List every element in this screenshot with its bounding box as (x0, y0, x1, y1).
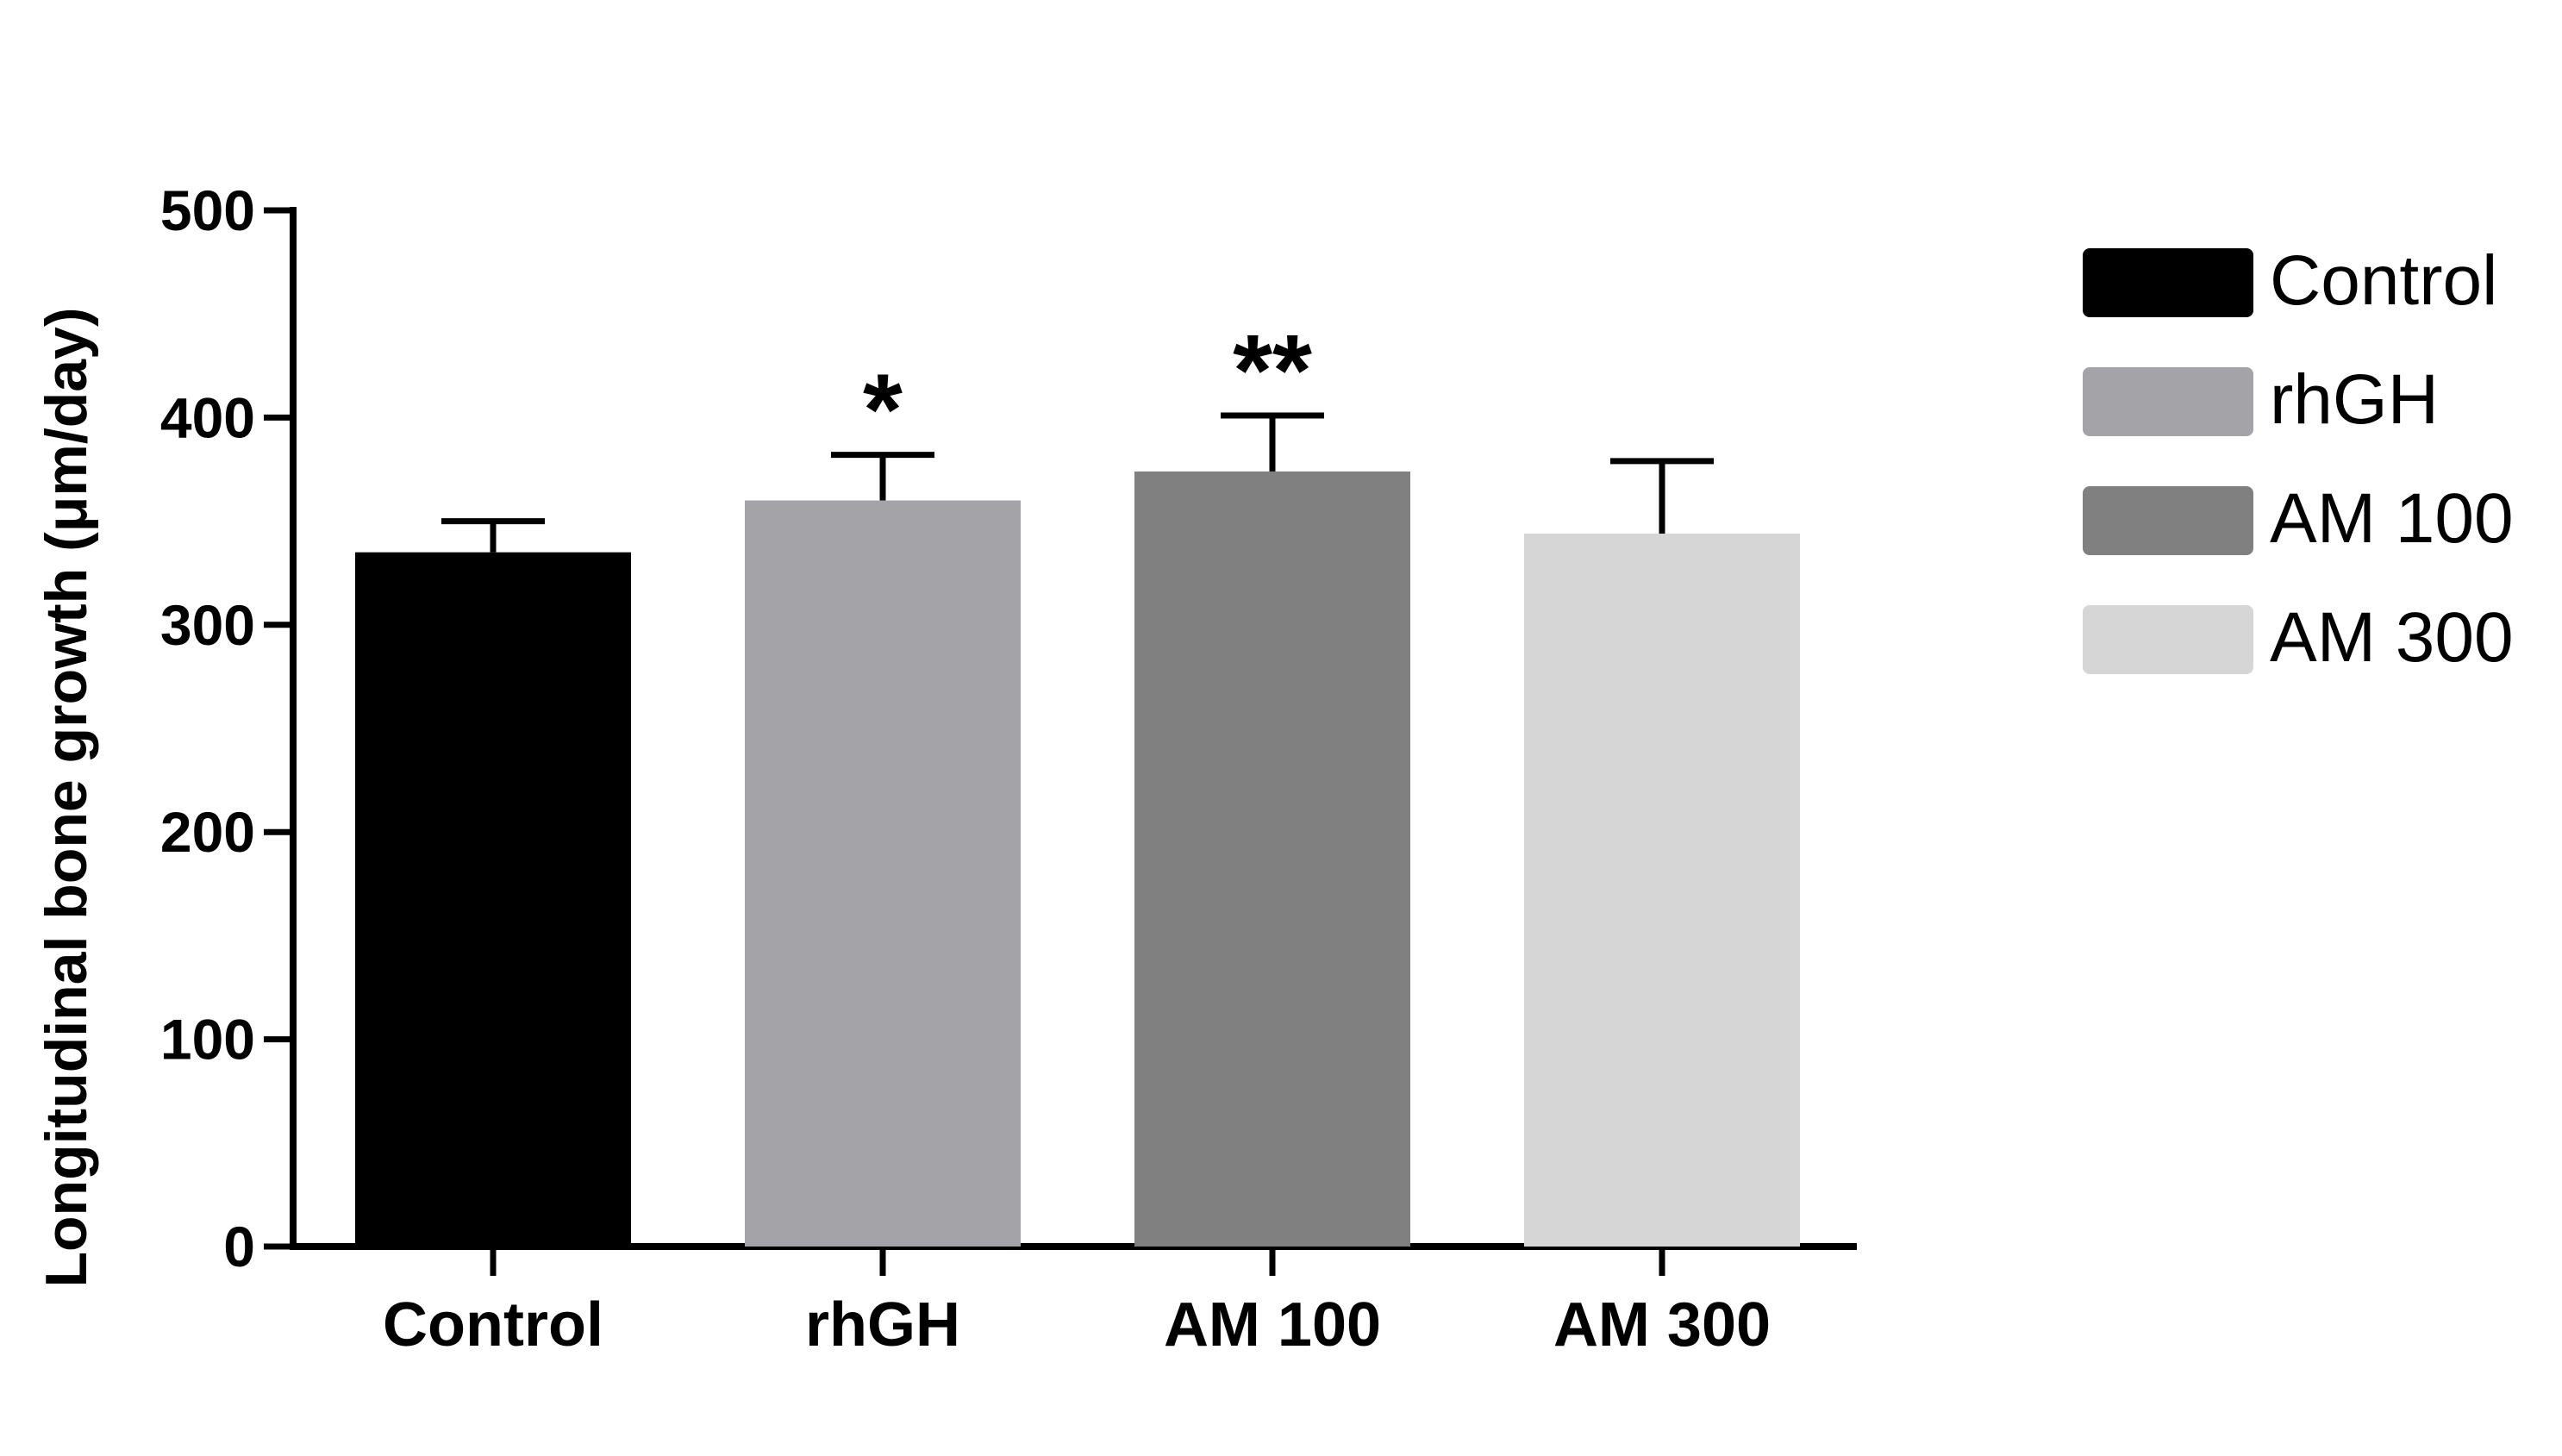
y-tick-label: 200 (160, 800, 255, 864)
legend-label: AM 100 (2270, 479, 2514, 558)
x-tick-label: Control (383, 1290, 603, 1359)
y-tick-label: 500 (160, 178, 255, 242)
x-tick-label: rhGH (805, 1290, 960, 1359)
legend-label: rhGH (2270, 360, 2439, 439)
legend-label: AM 300 (2270, 598, 2514, 677)
labels: 0 100 200 300 400 500 Control rhGH * AM 100 ** AM 3… (160, 178, 1771, 1359)
y-tick-label: 400 (160, 385, 255, 449)
legend-swatch (2083, 605, 2253, 674)
y-axis-title: Longitudinal bone growth (μm/day) (34, 307, 99, 1287)
bar-am-100 (1134, 471, 1410, 1247)
legend-swatch (2083, 486, 2253, 555)
y-tick-label: 0 (223, 1215, 255, 1278)
legend-swatch (2083, 248, 2253, 317)
bar-control (355, 552, 631, 1247)
bar-am-300 (1524, 534, 1800, 1247)
bars (355, 412, 1800, 1247)
significance-label: ** (1233, 314, 1312, 428)
x-tick-label: AM 300 (1553, 1290, 1771, 1359)
legend: Control rhGH AM 100 AM 300 (2083, 241, 2514, 677)
legend-label: Control (2270, 241, 2497, 320)
bar-rhgh (745, 500, 1021, 1247)
y-tick-label: 300 (160, 593, 255, 657)
x-tick-label: AM 100 (1164, 1290, 1381, 1359)
significance-label: * (863, 353, 903, 467)
y-tick-label: 100 (160, 1008, 255, 1072)
legend-swatch (2083, 367, 2253, 436)
